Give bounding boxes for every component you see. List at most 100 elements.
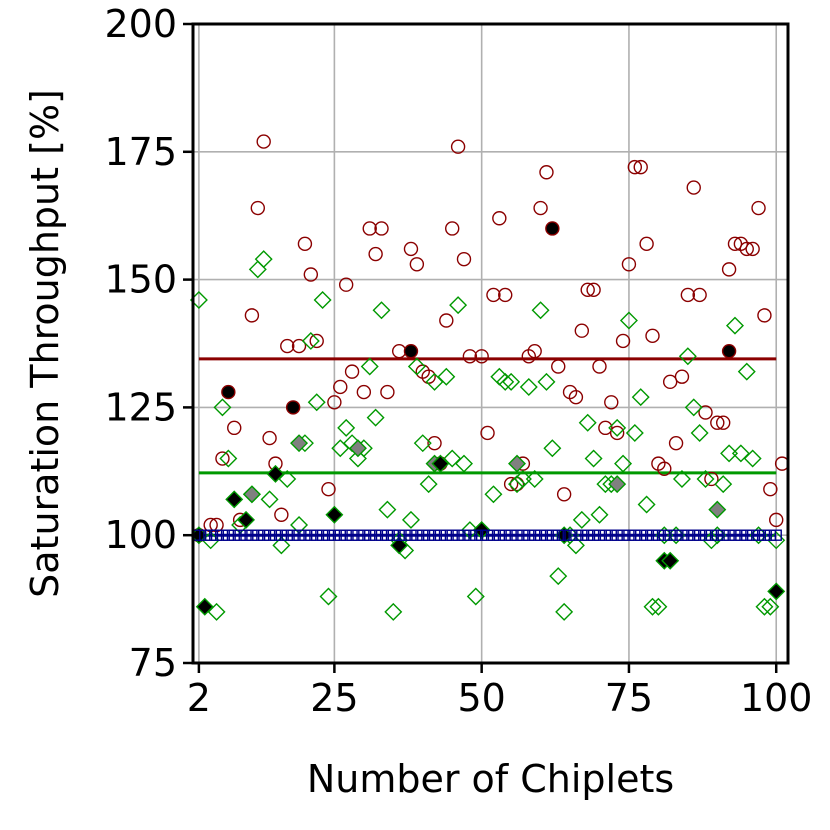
diamond-marker — [443, 449, 462, 468]
circle-marker — [356, 384, 372, 400]
diamond-marker — [307, 393, 326, 412]
circle-marker — [592, 359, 607, 374]
square-marker — [475, 529, 488, 541]
diamond-marker-black — [431, 454, 450, 473]
circle-marker-filled — [221, 384, 236, 400]
square-marker — [540, 529, 553, 541]
circle-marker — [621, 257, 637, 272]
diamond-marker-gray — [508, 454, 526, 473]
diamond-marker — [625, 423, 644, 442]
circle-marker — [627, 159, 643, 175]
circle-marker — [338, 277, 354, 292]
square-marker — [411, 529, 423, 541]
square-marker — [599, 529, 612, 541]
circle-marker — [698, 405, 713, 420]
square-marker — [664, 529, 676, 541]
diamond-marker — [401, 510, 420, 529]
square-marker — [770, 529, 782, 541]
diamond-marker-black — [767, 582, 786, 601]
square-marker — [222, 529, 235, 541]
y-tick-label: 100 — [104, 513, 177, 557]
plot-frame — [191, 22, 790, 665]
circle-marker — [215, 451, 230, 466]
circle-marker — [303, 267, 319, 282]
circle-marker — [645, 328, 660, 344]
diamond-marker — [508, 475, 526, 494]
diamond-marker — [572, 510, 591, 529]
diamond-marker — [248, 260, 267, 279]
diamond-marker-black — [195, 597, 214, 616]
square-marker — [246, 529, 258, 541]
square-marker — [487, 529, 500, 541]
diamond-marker — [513, 469, 532, 488]
square-marker — [688, 529, 700, 541]
diamond-marker — [366, 408, 385, 427]
circle-marker — [374, 221, 389, 236]
square-marker — [340, 529, 352, 541]
diamond-marker — [596, 475, 615, 494]
diamond-marker — [643, 597, 662, 616]
square-marker — [352, 529, 364, 541]
diamond-marker — [684, 398, 703, 417]
square-marker — [328, 529, 341, 541]
square-marker — [334, 529, 346, 541]
circle-marker — [498, 287, 513, 303]
square-marker — [558, 529, 570, 541]
square-marker — [564, 529, 576, 541]
square-marker — [305, 529, 317, 541]
diamond-marker — [543, 439, 562, 458]
circle-marker — [574, 323, 590, 338]
circle-marker — [403, 241, 419, 257]
square-marker — [381, 529, 394, 541]
diamond-marker — [460, 521, 479, 540]
diamond-marker — [449, 296, 468, 315]
square-marker — [417, 529, 429, 541]
circle-marker — [745, 241, 760, 257]
circle-marker — [256, 134, 271, 149]
diamond-marker — [755, 597, 774, 616]
square-marker — [346, 529, 358, 541]
diamond-marker-black — [237, 510, 256, 529]
y-tick-label: 150 — [104, 258, 177, 302]
square-marker — [635, 529, 647, 541]
circle-marker — [250, 200, 266, 216]
square-marker — [434, 529, 447, 541]
diamond-marker — [360, 357, 379, 376]
circle-marker — [568, 389, 584, 405]
circle-marker — [727, 236, 743, 252]
diamond-marker — [519, 377, 538, 396]
circle-marker — [427, 435, 442, 451]
square-marker — [422, 529, 435, 541]
diamond-marker — [731, 444, 750, 463]
square-marker — [552, 529, 564, 541]
diamond-marker — [720, 444, 739, 463]
square-marker — [299, 529, 311, 541]
diamond-marker — [525, 469, 544, 488]
circle-marker — [492, 211, 507, 226]
square-marker — [358, 529, 370, 541]
x-tick-label: 25 — [310, 676, 358, 720]
square-marker — [593, 529, 606, 541]
square-marker — [582, 529, 594, 541]
square-marker — [446, 529, 458, 541]
diamond-marker — [737, 362, 756, 381]
circle-marker — [297, 236, 313, 252]
square-marker — [611, 529, 623, 541]
circle-marker — [503, 476, 519, 492]
circle-marker — [556, 487, 572, 502]
diamond-marker — [372, 301, 391, 320]
diamond-marker-black — [661, 551, 680, 570]
diamond-marker — [455, 454, 473, 473]
diamond-marker — [466, 587, 485, 606]
diamond-marker — [213, 398, 232, 417]
circle-marker — [598, 420, 613, 436]
circle-marker — [604, 395, 619, 410]
circle-marker — [274, 507, 289, 522]
square-marker — [587, 529, 600, 541]
diamond-marker — [714, 475, 733, 494]
diamond-marker-black — [225, 490, 244, 509]
circle-marker — [227, 420, 242, 436]
diamond-marker — [531, 301, 550, 320]
square-marker — [505, 529, 517, 541]
